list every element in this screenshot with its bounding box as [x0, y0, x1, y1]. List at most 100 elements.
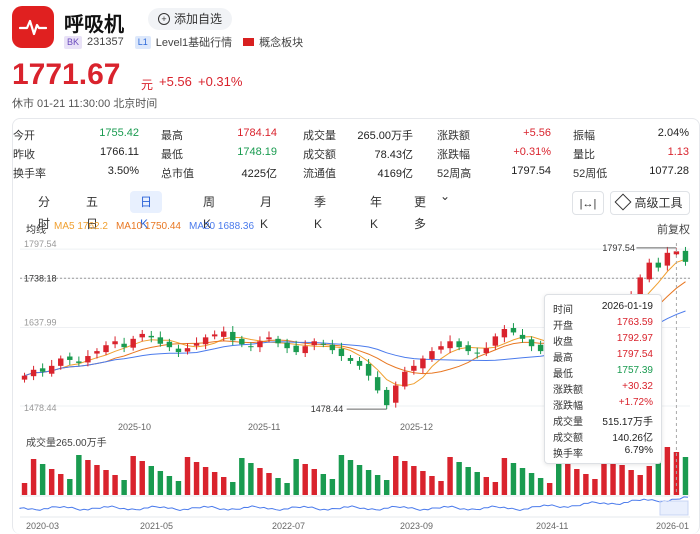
candle	[248, 346, 254, 348]
tab-3[interactable]: 周K	[203, 195, 216, 231]
volume-bar	[402, 461, 408, 495]
volume-bar	[610, 460, 616, 495]
tab-7[interactable]: 更多	[414, 195, 427, 231]
tooltip-value: 1763.59	[616, 317, 653, 328]
tooltip-key: 成交量	[553, 417, 583, 428]
candle	[492, 336, 499, 346]
stat-label: 换手率	[13, 168, 46, 180]
ruler-icon	[614, 193, 632, 211]
tooltip-row: 涨跌幅 +1.72%	[553, 397, 653, 412]
volume-bar	[519, 468, 526, 495]
volume-bar	[456, 462, 462, 495]
stat-label: 今开	[13, 130, 35, 142]
chevron-down-icon: ⌄	[440, 189, 451, 203]
volume-bar	[474, 472, 480, 495]
candle	[58, 358, 64, 366]
navigator-line	[19, 496, 689, 512]
candle	[320, 343, 327, 345]
volume-bar	[329, 479, 336, 495]
expand-button[interactable]: |↔|	[572, 191, 604, 215]
volume-bar	[148, 466, 154, 495]
stat-value: 1766.11	[100, 146, 139, 158]
market-status: 休市 01-21 11:30:00 北京时间	[12, 98, 158, 110]
volume-bar	[48, 469, 55, 495]
navigator-date-label: 2022-07	[272, 521, 305, 531]
tab-5[interactable]: 季K	[314, 195, 327, 231]
candle	[347, 357, 354, 361]
volume-bar	[501, 458, 508, 495]
candle	[664, 252, 671, 266]
candle	[510, 328, 517, 333]
stat-value: 1077.28	[649, 165, 689, 177]
tooltip-key: 成交额	[553, 433, 583, 444]
volume-bar	[112, 475, 118, 495]
volume-bar	[438, 481, 444, 495]
stat-value: 4225亿	[241, 168, 277, 180]
stats-row: 换手率 3.50% 总市值 4225亿 流通值 4169亿 52周高 1797.54 52周低 1…	[13, 165, 693, 183]
volume-bar	[157, 471, 164, 495]
candle	[130, 338, 136, 348]
tooltip-row: 最高 1797.54	[553, 349, 653, 364]
board-label[interactable]: 概念板块	[259, 37, 304, 49]
tooltip-row: 收盘 1792.97	[553, 333, 653, 348]
add-watchlist-button[interactable]: + 添加自选	[148, 8, 233, 30]
navigator-date-label: 2021-05	[140, 521, 173, 531]
navigator-date-label: 2023-09	[400, 521, 433, 531]
stat-label: 52周低	[573, 168, 608, 180]
volume-bar	[682, 457, 689, 495]
kline-chart[interactable]: 1797.54 1738.18 1637.99 1478.44 1478.44 1797.…	[0, 233, 700, 533]
stat-label: 振幅	[573, 130, 595, 142]
y-tick-label: 1478.44	[24, 403, 57, 413]
stat-label: 成交量	[303, 130, 336, 142]
volume-bar	[537, 478, 544, 495]
tab-0[interactable]: 分时	[38, 195, 51, 231]
adjust-mode[interactable]: 前复权	[657, 224, 690, 236]
volume-bar	[393, 456, 399, 495]
ma-legend: 均线 MA5 1762.2 MA10 1750.44 MA20 1688.36	[26, 221, 254, 236]
candle	[112, 341, 118, 345]
tooltip-key: 涨跌额	[553, 385, 583, 396]
stat-value: 1755.42	[99, 127, 139, 139]
volume-bar	[637, 475, 643, 495]
volume-bar	[239, 458, 245, 495]
stat-value: 3.50%	[107, 165, 139, 177]
tab-1[interactable]: 五日	[86, 195, 99, 231]
x-date-label: 2025-11	[248, 422, 280, 432]
candle	[374, 377, 381, 391]
advanced-tools-label: 高级工具	[634, 196, 683, 210]
tab-4[interactable]: 月K	[260, 195, 273, 231]
ma-title: 均线	[26, 225, 46, 236]
volume-bar	[94, 465, 100, 495]
tooltip-row: 换手率 6.79%	[553, 445, 653, 460]
ma10-label: MA10 1750.44	[115, 221, 181, 232]
volume-bar	[483, 477, 489, 495]
volume-bar	[121, 480, 127, 495]
volume-bar	[202, 467, 209, 495]
kline-tooltip: 时间 2026-01-19 开盘 1763.59 收盘 1792.97 最高 1797.54 最…	[544, 294, 662, 464]
tab-6[interactable]: 年K	[370, 195, 383, 231]
volume-bar	[510, 463, 517, 495]
candle	[67, 356, 73, 360]
stat-value: +5.56	[523, 127, 551, 139]
volume-bar	[420, 471, 426, 495]
volume-bar	[166, 476, 173, 495]
volume-bar	[302, 464, 308, 495]
volume-bar	[311, 469, 317, 495]
stat-value: 1784.14	[237, 127, 277, 139]
volume-bar	[58, 474, 64, 495]
candle	[528, 339, 535, 347]
candle	[338, 348, 345, 357]
china-flag-icon	[243, 38, 255, 46]
candle	[438, 346, 444, 350]
tooltip-key: 涨跌幅	[553, 401, 583, 412]
candle	[193, 343, 200, 346]
tooltip-row: 成交额 140.26亿	[553, 429, 653, 444]
advanced-tools-button[interactable]: 高级工具	[610, 191, 690, 215]
candle	[284, 342, 290, 349]
stat-value: 4169亿	[377, 168, 413, 180]
expand-icon: |↔|	[579, 198, 597, 210]
tab-2[interactable]: 日K	[130, 191, 163, 231]
volume-bar	[347, 460, 354, 495]
level-label[interactable]: Level1基础行情	[155, 37, 233, 49]
volume-bar	[275, 478, 281, 495]
